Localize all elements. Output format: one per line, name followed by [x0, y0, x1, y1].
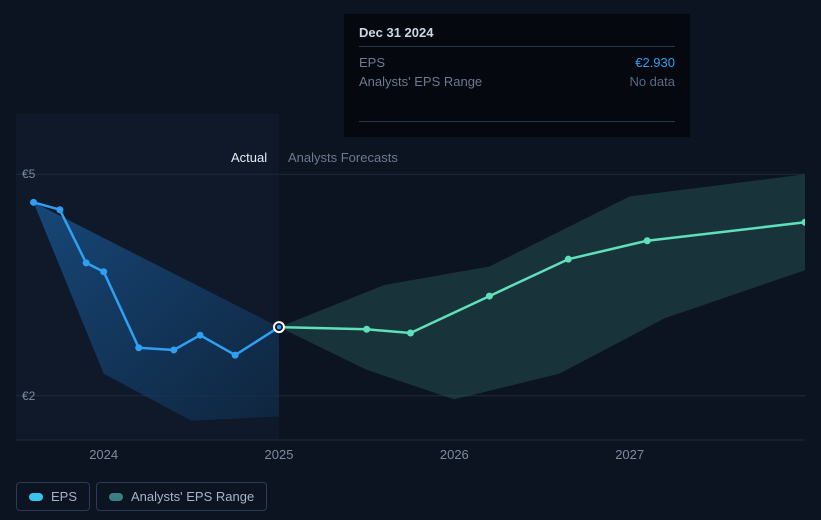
tooltip-eps-key: EPS: [359, 55, 385, 70]
tooltip-date: Dec 31 2024: [359, 25, 675, 47]
y-tick-label: €5: [22, 167, 35, 181]
x-axis-ticks: 2024 2025 2026 2027: [16, 447, 805, 467]
eps-forecast-chart: €5 €2 Actual Analysts Forecasts 2024 2025…: [0, 0, 821, 520]
x-tick-label: 2025: [265, 447, 294, 462]
x-tick-label: 2024: [89, 447, 118, 462]
legend-item-range[interactable]: Analysts' EPS Range: [96, 482, 267, 511]
legend-swatch-eps: [29, 493, 43, 501]
legend: EPS Analysts' EPS Range: [16, 482, 267, 511]
tooltip-range-value: No data: [629, 74, 675, 89]
x-tick-label: 2027: [615, 447, 644, 462]
tooltip-eps-value: €2.930: [635, 55, 675, 70]
legend-label-eps: EPS: [51, 489, 77, 504]
y-tick-label: €2: [22, 389, 35, 403]
legend-item-eps[interactable]: EPS: [16, 482, 90, 511]
actual-section-label: Actual: [231, 150, 267, 165]
x-tick-label: 2026: [440, 447, 469, 462]
tooltip-range-key: Analysts' EPS Range: [359, 74, 482, 89]
chart-tooltip: Dec 31 2024 EPS €2.930 Analysts' EPS Ran…: [344, 14, 690, 137]
legend-label-range: Analysts' EPS Range: [131, 489, 254, 504]
forecast-section-label: Analysts Forecasts: [288, 150, 398, 165]
legend-swatch-range: [109, 493, 123, 501]
